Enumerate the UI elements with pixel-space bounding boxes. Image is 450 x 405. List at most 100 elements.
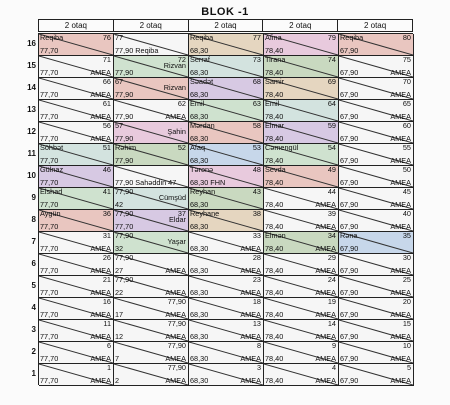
- status-tag: AMEA: [90, 67, 111, 77]
- status-tag: AMEA: [240, 309, 261, 319]
- diagonal-divider: [339, 232, 413, 253]
- apartment-cell: Mərdan 58 68,30: [189, 122, 264, 144]
- apartment-cell: Rizvan 72 77,90: [114, 56, 189, 78]
- cell-prefix: 77: [115, 34, 124, 42]
- apartment-number: 72: [177, 56, 186, 64]
- floor-number: 16: [27, 39, 36, 48]
- apartment-cell: 33 68,30 AMEA: [189, 232, 264, 254]
- apartment-cell: 16 77,70 AMEA: [39, 298, 114, 320]
- apartment-cell: Serraf 73 68,30: [189, 56, 264, 78]
- status-tag: AMEA: [165, 353, 186, 363]
- cell-prefix: 77,90: [115, 188, 134, 196]
- apartment-cell: Sevda 49 78,40: [264, 166, 339, 188]
- owner-name: Afina: [265, 34, 282, 42]
- diagonal-divider: [39, 122, 113, 143]
- apartment-cell: 77,90 17 AMEA: [114, 298, 189, 320]
- diagonal-divider: [39, 276, 113, 297]
- floor-number: 11: [27, 149, 36, 158]
- apartment-cell: 61 77,70 AMEA: [39, 100, 114, 122]
- diagonal-divider: [264, 34, 338, 55]
- apartment-number: 48: [252, 166, 261, 174]
- apartment-cell: Reyhane 38 68,30: [189, 210, 264, 232]
- status-tag: AMEA: [315, 331, 336, 341]
- area-value: 68,30: [190, 67, 209, 77]
- apartment-number: 71: [102, 56, 111, 64]
- diagonal-divider: [189, 166, 263, 187]
- status-tag: AMEA: [390, 89, 411, 99]
- apartment-cell: 21 77,70 AMEA: [39, 276, 114, 298]
- cell-prefix: 77,90: [115, 254, 134, 262]
- area-value: 67,90: [340, 111, 359, 121]
- apartment-cell: Afina 79 78,40: [264, 34, 339, 56]
- diagonal-divider: [39, 364, 113, 385]
- apartment-cell: 5 67,90 AMEA: [339, 364, 414, 386]
- status-tag: AMEA: [90, 375, 111, 385]
- status-tag: AMEA: [390, 287, 411, 297]
- area-value: 68,30: [190, 133, 209, 143]
- owner-name: Reqiba: [190, 34, 214, 42]
- status-tag: AMEA: [390, 199, 411, 209]
- diagonal-divider: [189, 364, 263, 385]
- status-tag: AMEA: [240, 287, 261, 297]
- apartment-cell: 62 77,90 AMEA: [114, 100, 189, 122]
- floor-number: 1: [31, 369, 36, 378]
- apartment-number: 77,90: [167, 320, 186, 328]
- area-value: 77,70: [40, 155, 59, 165]
- diagonal-divider: [339, 188, 413, 209]
- apartment-cell: 29 78,40 AMEA: [264, 254, 339, 276]
- apartment-number: 65: [402, 100, 411, 108]
- apartment-number: 66: [102, 78, 111, 86]
- diagonal-divider: [339, 298, 413, 319]
- status-tag: AMEA: [315, 221, 336, 231]
- cell-prefix: 77,90: [115, 232, 134, 240]
- apartment-number: 77,90: [167, 342, 186, 350]
- floor-number: 15: [27, 61, 36, 70]
- area-value: 67,90: [340, 133, 359, 143]
- diagonal-divider: [339, 56, 413, 77]
- apartment-number: 75: [402, 56, 411, 64]
- diagonal-divider: [114, 210, 188, 231]
- area-value: 77,70: [40, 111, 59, 121]
- owner-name: Yaşar: [167, 237, 186, 246]
- cell-prefix: 57: [115, 122, 124, 130]
- apartment-number: 69: [327, 78, 336, 86]
- apartment-number: 39: [327, 210, 336, 218]
- status-tag: AMEA: [90, 243, 111, 253]
- status-tag: AMEA: [165, 287, 186, 297]
- area-value: 68,30: [190, 375, 209, 385]
- apartment-cell: 77,90 Eldar 37 77,70: [114, 210, 189, 232]
- apartment-number: 55: [402, 144, 411, 152]
- apartment-number: 74: [327, 56, 336, 64]
- apartment-cell: 8 68,30 AMEA: [189, 342, 264, 364]
- apartment-number: 36: [102, 210, 111, 218]
- apartment-cell: Samir 69 78,40: [264, 78, 339, 100]
- apartment-cell: 77,90 27 AMEA: [114, 254, 189, 276]
- owner-name: Elshad: [40, 188, 63, 196]
- apartment-cell: 45 67,90 AMEA: [339, 188, 414, 210]
- apartment-cell: 9 78,40 AMEA: [264, 342, 339, 364]
- apartment-cell: Söhbət 51 77,70: [39, 144, 114, 166]
- apartment-number: 29: [327, 254, 336, 262]
- status-tag: AMEA: [240, 375, 261, 385]
- diagonal-divider: [339, 254, 413, 275]
- apartment-number: 18: [252, 298, 261, 306]
- diagonal-divider: [189, 122, 263, 143]
- apartment-cell: Elmar 59 78,40: [264, 122, 339, 144]
- area-value: 77,70: [40, 133, 59, 143]
- status-tag: AMEA: [90, 111, 111, 121]
- apartment-number: 20: [402, 298, 411, 306]
- apartment-number: 77: [252, 34, 261, 42]
- apartment-cell: 77,90 22 AMEA: [114, 276, 189, 298]
- apartment-number: 5: [406, 364, 411, 372]
- area-value: 42: [115, 199, 124, 209]
- apartment-number: 34: [327, 232, 336, 240]
- diagonal-divider: [114, 276, 188, 297]
- area-value: 67,90: [340, 287, 359, 297]
- apartment-cell: 71 77,70 AMEA: [39, 56, 114, 78]
- diagonal-divider: [114, 342, 188, 363]
- page-title: BLOK -1: [201, 6, 249, 18]
- area-value: 78,40: [265, 221, 284, 231]
- diagonal-divider: [39, 100, 113, 121]
- area-value: 68,30: [190, 265, 209, 275]
- area-value: 77,90: [115, 67, 134, 77]
